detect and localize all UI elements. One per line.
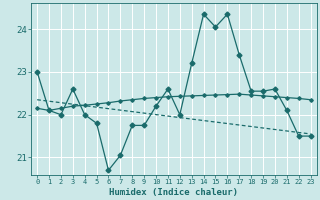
X-axis label: Humidex (Indice chaleur): Humidex (Indice chaleur) xyxy=(109,188,238,197)
